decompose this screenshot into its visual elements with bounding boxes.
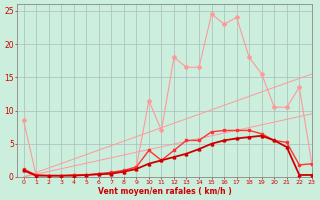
X-axis label: Vent moyen/en rafales ( km/h ): Vent moyen/en rafales ( km/h )	[98, 187, 231, 196]
